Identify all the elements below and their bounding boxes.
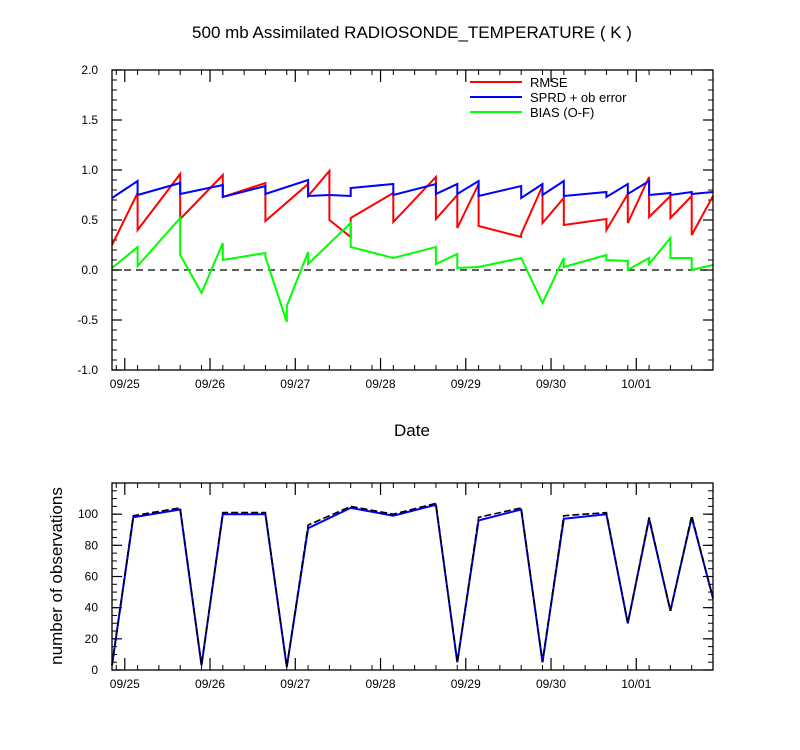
y-tick-label: 60 <box>85 570 99 584</box>
y-tick-label: 0 <box>91 663 98 677</box>
series-line-rmse <box>111 168 714 246</box>
x-tick-label: 09/26 <box>195 677 225 691</box>
chart-title: 500 mb Assimilated RADIOSONDE_TEMPERATUR… <box>192 23 632 42</box>
y-axis-title-bottom: number of observations <box>47 487 66 665</box>
x-tick-label: 09/25 <box>110 677 140 691</box>
x-tick-label: 10/01 <box>621 677 651 691</box>
x-tick-label: 09/27 <box>280 677 310 691</box>
x-tick-label: 09/28 <box>366 677 396 691</box>
x-tick-label: 09/30 <box>536 677 566 691</box>
y-tick-label: 2.0 <box>81 63 98 77</box>
series-line-possible <box>111 502 714 668</box>
x-tick-label: 09/28 <box>366 377 396 391</box>
y-tick-label: 1.0 <box>81 163 98 177</box>
top-plot: 09/25 09/26 09/27 09/28 09/29 09/30 10/01 -1.0 -… <box>77 63 714 391</box>
x-axis-title: Date <box>394 421 430 440</box>
x-tick-label: 09/27 <box>280 377 310 391</box>
y-tick-label: 40 <box>85 601 99 615</box>
series-line-sprd-ob-error <box>111 178 714 200</box>
bottom-plot: 09/25 09/26 09/27 09/28 09/29 09/30 10/01 0 20 40… <box>78 482 714 691</box>
y-tick-label: 0.0 <box>81 263 98 277</box>
series-line-assimilated <box>111 503 714 668</box>
y-tick-label: -1.0 <box>77 363 98 377</box>
x-tick-label: 09/30 <box>536 377 566 391</box>
x-tick-label: 09/25 <box>110 377 140 391</box>
legend-label-sprd-ob-error: SPRD + ob error <box>530 90 627 105</box>
x-tick-label: 10/01 <box>621 377 651 391</box>
series-line-bias-o-f <box>111 215 714 323</box>
y-tick-label: 0.5 <box>81 213 98 227</box>
legend-label-rmse: RMSE <box>530 75 568 90</box>
y-tick-label: 80 <box>85 538 99 552</box>
top-plot-minor-ticks <box>112 69 714 371</box>
x-tick-label: 09/29 <box>451 377 481 391</box>
y-tick-label: 1.5 <box>81 113 98 127</box>
bottom-plot-frame <box>111 482 714 671</box>
top-plot-frame <box>111 69 714 371</box>
x-tick-label: 09/26 <box>195 377 225 391</box>
y-tick-label: 20 <box>85 632 99 646</box>
y-tick-label: 100 <box>78 507 98 521</box>
y-tick-label: -0.5 <box>77 313 98 327</box>
x-tick-label: 09/29 <box>451 677 481 691</box>
legend-label-bias-o-f: BIAS (O-F) <box>530 105 594 120</box>
